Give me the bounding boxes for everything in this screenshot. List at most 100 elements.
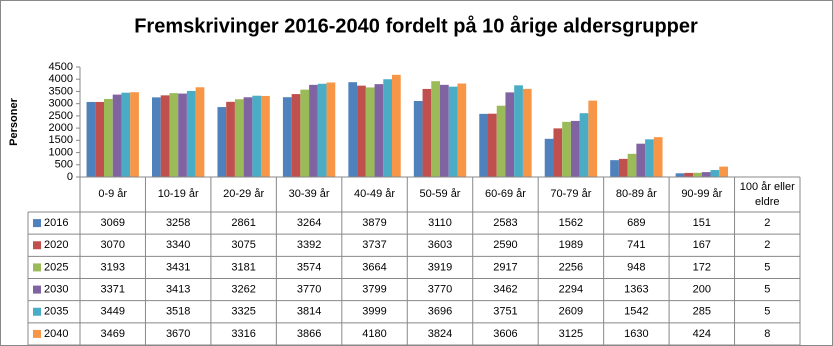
table-value: 3125: [559, 328, 583, 340]
table-value: 3316: [231, 328, 255, 340]
x-category-cell: 20-29 år: [223, 188, 265, 200]
legend-swatch: [33, 263, 41, 272]
x-tick-label: 70-79 år: [550, 188, 592, 200]
table-value: 3919: [428, 261, 452, 273]
bar: [383, 79, 392, 177]
y-tick-label: 1500: [49, 134, 73, 146]
bar: [226, 101, 235, 177]
bar: [317, 83, 327, 177]
bar: [326, 82, 336, 177]
bar: [217, 107, 227, 177]
table-value: 3413: [166, 283, 190, 295]
table-value: 3770: [428, 283, 452, 295]
legend-swatch: [33, 307, 41, 316]
y-tick-label: 3500: [49, 85, 73, 97]
bar: [505, 92, 515, 177]
x-category-cell: 50-59 år: [420, 188, 461, 200]
y-tick-label: 4500: [49, 61, 73, 73]
x-tick-label: 90-99 år: [681, 188, 723, 200]
legend-swatch: [33, 285, 41, 294]
table-value: 3371: [100, 283, 124, 295]
bar: [653, 137, 663, 177]
table-value: 2917: [493, 261, 517, 273]
bar: [169, 93, 179, 177]
bar: [514, 85, 523, 177]
bar: [579, 113, 589, 177]
bar: [104, 98, 113, 177]
table-value: 3110: [428, 217, 452, 229]
table-value: 2583: [493, 217, 517, 229]
bar: [309, 84, 318, 177]
table-value: 3751: [493, 306, 517, 318]
table-value: 3603: [428, 239, 452, 251]
bar: [488, 113, 497, 177]
table-value: 3518: [166, 306, 190, 318]
table-value: 3449: [100, 306, 124, 318]
table-value: 3664: [362, 261, 386, 273]
bar: [675, 173, 685, 177]
bar: [627, 153, 637, 177]
bar: [431, 81, 440, 177]
bar: [618, 158, 628, 177]
table-value: 3469: [100, 328, 124, 340]
table-value: 3814: [297, 306, 321, 318]
x-tick-label: 0-9 år: [98, 188, 128, 200]
bar: [365, 87, 375, 177]
x-tick-label: 80-89 år: [615, 188, 657, 200]
bar: [186, 91, 196, 177]
x-category-cell: 100 år eller eldre: [739, 180, 795, 208]
table-value: 3258: [166, 217, 190, 229]
table-value: 2590: [493, 239, 517, 251]
table-value: 2256: [559, 261, 583, 273]
bar: [160, 95, 170, 177]
table-value: 2: [764, 217, 770, 229]
table-value: 3866: [297, 328, 321, 340]
legend-label: 2035: [44, 306, 68, 318]
table-value: 3070: [100, 239, 124, 251]
table-value: 3879: [362, 217, 386, 229]
table-value: 172: [693, 261, 711, 273]
table-value: 3069: [100, 217, 124, 229]
x-category-cell: 80-89 år: [615, 188, 657, 200]
legend-label: 2016: [44, 217, 68, 229]
table-value: 689: [627, 217, 645, 229]
bar: [701, 172, 711, 177]
table-value: 3737: [362, 239, 386, 251]
bar: [496, 105, 506, 177]
bar: [562, 121, 571, 177]
x-tick-label: 20-29 år: [223, 188, 265, 200]
table-value: 3770: [297, 283, 321, 295]
table-value: 3696: [428, 306, 452, 318]
y-tick-label: 3000: [49, 98, 73, 110]
bar: [570, 120, 580, 177]
bar: [86, 101, 96, 177]
bar: [261, 95, 270, 177]
bar: [95, 101, 104, 177]
bar: [374, 84, 384, 177]
bar: [130, 92, 139, 177]
bar: [357, 85, 366, 177]
table-value: 741: [627, 239, 645, 251]
bar: [457, 83, 467, 177]
table-value: 3799: [362, 283, 386, 295]
bar: [112, 94, 122, 177]
x-tick-label: 100 år eller eldre: [739, 180, 795, 208]
table-value: 948: [627, 261, 645, 273]
bar: [234, 99, 244, 177]
bar: [422, 88, 432, 177]
bar: [348, 82, 358, 177]
x-category-cell: 0-9 år: [98, 188, 128, 200]
x-category-cell: 70-79 år: [550, 188, 592, 200]
bar: [243, 97, 253, 177]
table-value: 3670: [166, 328, 190, 340]
table-value: 3325: [231, 306, 255, 318]
bar: [544, 138, 554, 177]
x-category-cell: 40-49 år: [354, 188, 395, 200]
bar: [413, 100, 423, 177]
bar: [553, 128, 563, 177]
bar: [152, 97, 161, 177]
x-category-cell: 90-99 år: [681, 188, 723, 200]
table-value: 3431: [166, 261, 190, 273]
bar: [588, 100, 598, 177]
